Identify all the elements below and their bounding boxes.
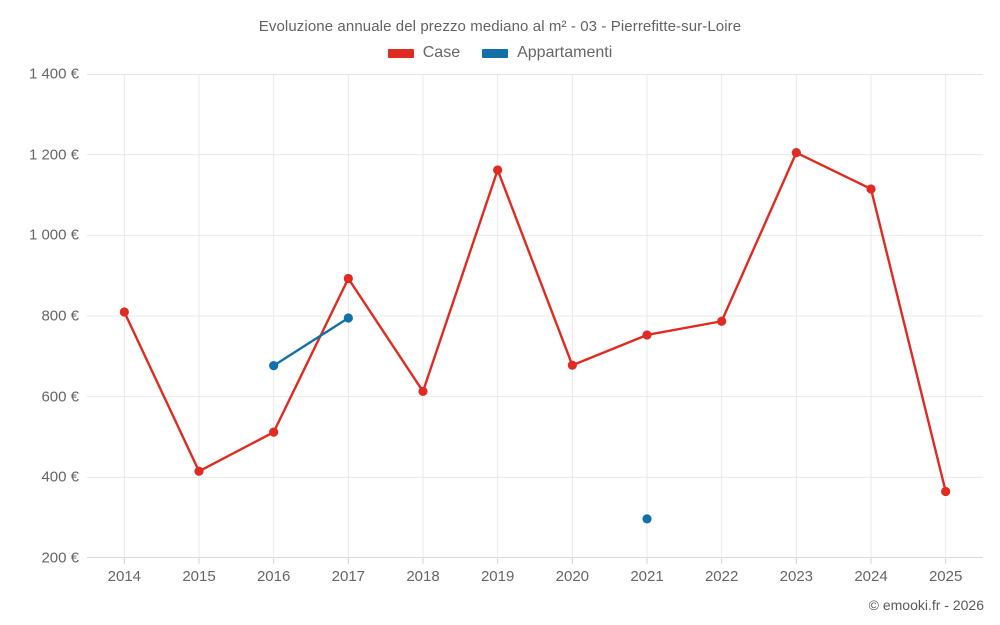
data-point-case [418, 386, 428, 397]
legend-label-case: Case [422, 44, 461, 61]
data-point-case [567, 360, 577, 370]
legend-item-case[interactable]: Case [387, 44, 461, 62]
x-axis-tick-label: 2023 [779, 568, 814, 585]
data-point-appartamenti [269, 361, 279, 371]
chart-legend: Case Appartamenti [0, 44, 1000, 62]
data-point-case [194, 466, 204, 476]
series-line-case [123, 151, 947, 493]
data-point-case [642, 330, 652, 340]
x-axis-labels: 2014 2015 2016 2017 2018 2019 2020 2021 2022 2023… [87, 558, 983, 588]
y-axis-tick-label: 200 € [41, 549, 79, 567]
data-point-case [791, 148, 801, 158]
x-axis-tick-label: 2014 [107, 568, 142, 585]
x-axis-tick-label: 2017 [331, 568, 366, 585]
data-point-appartamenti [343, 313, 353, 323]
y-axis-tick-label: 1 200 € [28, 146, 79, 164]
y-axis-tick-label: 400 € [41, 468, 79, 486]
data-point-case [119, 307, 129, 317]
legend-swatch-red-icon [387, 48, 414, 58]
legend-item-appartamenti[interactable]: Appartamenti [482, 44, 612, 62]
y-axis-labels: 1 400 € 1 200 € 1 000 € 800 € 600 € 400 € 200 … [0, 66, 79, 567]
x-axis-tick-label: 2020 [555, 568, 590, 585]
x-axis-tick-label: 2016 [256, 568, 291, 585]
y-axis-tick-label: 800 € [41, 307, 79, 325]
data-point-appartamenti [642, 514, 652, 524]
x-axis-tick-label: 2019 [480, 568, 515, 585]
y-axis-tick-label: 1 000 € [28, 226, 79, 244]
x-axis-tick-label: 2024 [854, 568, 888, 585]
data-point-case [343, 273, 353, 284]
y-axis-tick-label: 600 € [41, 388, 79, 406]
plot-frame [87, 74, 983, 558]
series-line-appartamenti [272, 316, 350, 367]
data-point-case [717, 316, 727, 326]
legend-label-appartamenti: Appartamenti [517, 44, 613, 61]
data-point-case [493, 165, 503, 175]
data-point-case [866, 184, 876, 194]
plot-svg [87, 74, 983, 564]
chart-title: Evoluzione annuale del prezzo mediano al… [258, 18, 742, 35]
data-point-case [941, 486, 951, 497]
credit-text: © emooki.fr - 2026 [868, 597, 984, 613]
x-axis-tick-label: 2022 [704, 568, 739, 585]
x-axis-tick-label: 2025 [928, 568, 963, 585]
x-axis-tick-label: 2015 [182, 568, 216, 585]
plot-area [87, 74, 983, 564]
legend-swatch-blue-icon [482, 48, 509, 58]
data-point-case [269, 427, 279, 437]
y-axis-tick-label: 1 400 € [28, 65, 79, 83]
x-axis-tick-label: 2021 [630, 568, 664, 585]
x-axis-tick-label: 2018 [406, 568, 440, 585]
